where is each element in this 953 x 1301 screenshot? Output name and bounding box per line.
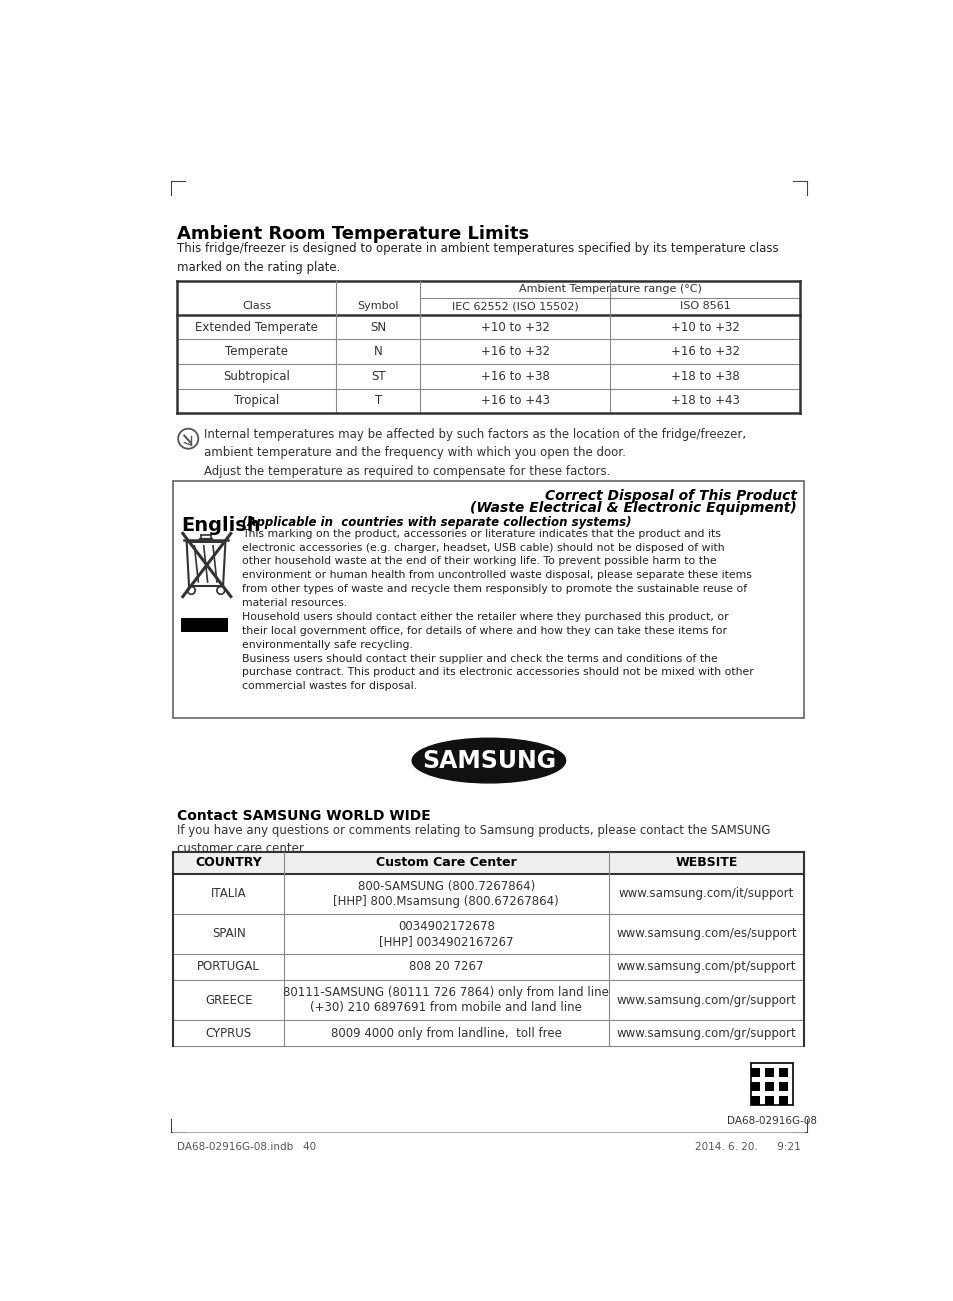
Text: ISO 8561: ISO 8561 [679, 302, 730, 311]
Text: www.samsung.com/gr/support: www.samsung.com/gr/support [616, 1026, 796, 1039]
Text: www.samsung.com/pt/support: www.samsung.com/pt/support [617, 960, 796, 973]
Bar [778, 1101, 782, 1105]
Text: If you have any questions or comments relating to Samsung products, please conta: If you have any questions or comments re… [177, 824, 770, 855]
Text: 0034902172678
[HHP] 0034902167267: 0034902172678 [HHP] 0034902167267 [378, 920, 513, 948]
Text: Correct Disposal of This Product: Correct Disposal of This Product [544, 489, 796, 502]
Text: SN: SN [370, 320, 386, 333]
Text: +18 to +38: +18 to +38 [670, 369, 740, 382]
Text: SAMSUNG: SAMSUNG [421, 748, 556, 773]
Bar [769, 1101, 773, 1105]
Bar [764, 1068, 769, 1072]
Text: Extended Temperate: Extended Temperate [195, 320, 318, 333]
Bar [173, 481, 803, 718]
Text: Tropical: Tropical [233, 394, 279, 407]
Text: 808 20 7267: 808 20 7267 [409, 960, 483, 973]
Text: +10 to +32: +10 to +32 [670, 320, 740, 333]
Text: 800-SAMSUNG (800.7267864)
[HHP] 800.Msamsung (800.67267864): 800-SAMSUNG (800.7267864) [HHP] 800.Msam… [334, 879, 558, 908]
Bar [769, 1095, 773, 1101]
Text: PORTUGAL: PORTUGAL [197, 960, 260, 973]
Bar [750, 1101, 755, 1105]
Bar [181, 618, 228, 632]
Text: Ambient Temperature range (°C): Ambient Temperature range (°C) [518, 285, 701, 294]
Bar [764, 1072, 769, 1077]
Text: N: N [374, 345, 382, 358]
Text: This marking on the product, accessories or literature indicates that the produc: This marking on the product, accessories… [241, 528, 751, 608]
Text: +16 to +38: +16 to +38 [480, 369, 549, 382]
Bar [782, 1068, 787, 1072]
Text: IEC 62552 (ISO 15502): IEC 62552 (ISO 15502) [452, 302, 578, 311]
Text: +16 to +32: +16 to +32 [480, 345, 549, 358]
Text: SPAIN: SPAIN [212, 928, 245, 941]
Bar [755, 1101, 760, 1105]
Text: ST: ST [371, 369, 385, 382]
Bar [755, 1095, 760, 1101]
Bar [782, 1101, 787, 1105]
Bar [750, 1095, 755, 1101]
Bar [769, 1072, 773, 1077]
Bar [755, 1072, 760, 1077]
Text: Subtropical: Subtropical [223, 369, 290, 382]
Text: WEBSITE: WEBSITE [675, 856, 737, 869]
Text: +18 to +43: +18 to +43 [670, 394, 740, 407]
Text: GREECE: GREECE [205, 994, 253, 1007]
Bar [769, 1086, 773, 1092]
Bar [750, 1086, 755, 1092]
Text: +10 to +32: +10 to +32 [480, 320, 549, 333]
Bar [778, 1081, 782, 1086]
Bar [755, 1068, 760, 1072]
Text: Household users should contact either the retailer where they purchased this pro: Household users should contact either th… [241, 611, 727, 649]
Text: DA68-02916G-08: DA68-02916G-08 [726, 1116, 816, 1127]
Bar [750, 1063, 792, 1105]
Bar [764, 1101, 769, 1105]
Bar [750, 1081, 755, 1086]
Ellipse shape [412, 738, 565, 783]
Text: www.samsung.com/es/support: www.samsung.com/es/support [616, 928, 796, 941]
Bar [778, 1068, 782, 1072]
Bar [782, 1086, 787, 1092]
Text: Ambient Room Temperature Limits: Ambient Room Temperature Limits [177, 225, 529, 243]
Text: 8009 4000 only from landline,  toll free: 8009 4000 only from landline, toll free [331, 1026, 561, 1039]
Text: 2014. 6. 20.      9:21: 2014. 6. 20. 9:21 [694, 1142, 800, 1151]
Bar [764, 1095, 769, 1101]
Bar [769, 1081, 773, 1086]
Text: ITALIA: ITALIA [211, 887, 246, 900]
Bar [750, 1072, 755, 1077]
Bar [782, 1072, 787, 1077]
Text: CYPRUS: CYPRUS [206, 1026, 252, 1039]
Bar [173, 852, 803, 874]
Text: T: T [375, 394, 381, 407]
Text: Contact SAMSUNG WORLD WIDE: Contact SAMSUNG WORLD WIDE [177, 809, 431, 824]
Bar [778, 1086, 782, 1092]
Bar [782, 1081, 787, 1086]
Bar [750, 1068, 755, 1072]
Text: +16 to +32: +16 to +32 [670, 345, 740, 358]
Bar [764, 1081, 769, 1086]
Text: Temperate: Temperate [225, 345, 288, 358]
Bar [782, 1095, 787, 1101]
Text: Class: Class [242, 302, 272, 311]
Text: (Applicable in  countries with separate collection systems): (Applicable in countries with separate c… [241, 516, 631, 530]
Text: This fridge/freezer is designed to operate in ambient temperatures specified by : This fridge/freezer is designed to opera… [177, 242, 779, 275]
Bar [778, 1072, 782, 1077]
Text: +16 to +43: +16 to +43 [480, 394, 549, 407]
Bar [755, 1081, 760, 1086]
Text: 80111-SAMSUNG (80111 726 7864) only from land line
(+30) 210 6897691 from mobile: 80111-SAMSUNG (80111 726 7864) only from… [283, 986, 609, 1013]
Text: COUNTRY: COUNTRY [195, 856, 262, 869]
Text: Business users should contact their supplier and check the terms and conditions : Business users should contact their supp… [241, 653, 753, 691]
Text: www.samsung.com/gr/support: www.samsung.com/gr/support [616, 994, 796, 1007]
Text: Custom Care Center: Custom Care Center [375, 856, 517, 869]
Text: Internal temperatures may be affected by such factors as the location of the fri: Internal temperatures may be affected by… [204, 428, 745, 477]
Text: English: English [181, 516, 260, 536]
Bar [778, 1095, 782, 1101]
Text: Symbol: Symbol [357, 302, 398, 311]
Bar [755, 1086, 760, 1092]
Text: www.samsung.com/it/support: www.samsung.com/it/support [618, 887, 794, 900]
Text: (Waste Electrical & Electronic Equipment): (Waste Electrical & Electronic Equipment… [470, 501, 796, 515]
Bar [769, 1068, 773, 1072]
Bar [764, 1086, 769, 1092]
Text: DA68-02916G-08.indb   40: DA68-02916G-08.indb 40 [177, 1142, 316, 1151]
